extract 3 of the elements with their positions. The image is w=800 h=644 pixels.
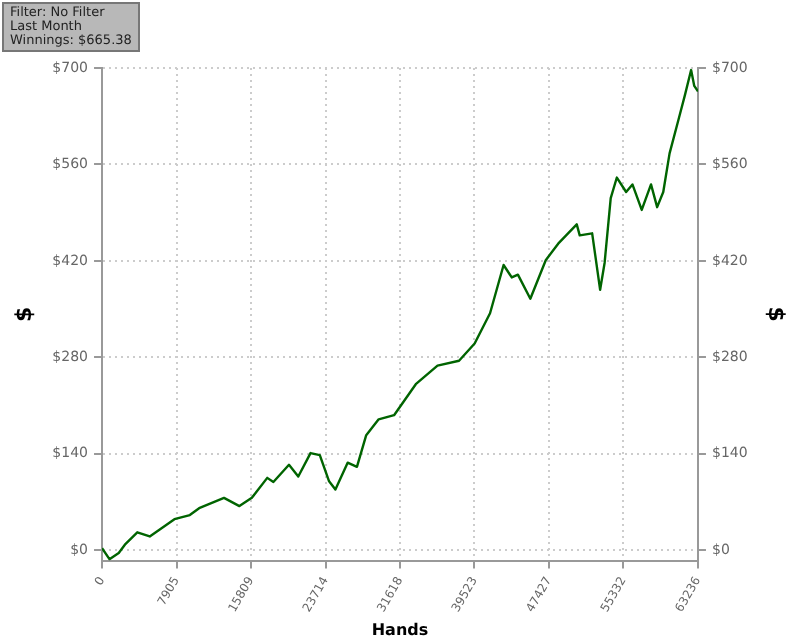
x-axis-title: Hands xyxy=(371,620,429,639)
y2-axis-title: $ xyxy=(763,306,790,322)
y-axis-title: $ xyxy=(10,306,37,322)
